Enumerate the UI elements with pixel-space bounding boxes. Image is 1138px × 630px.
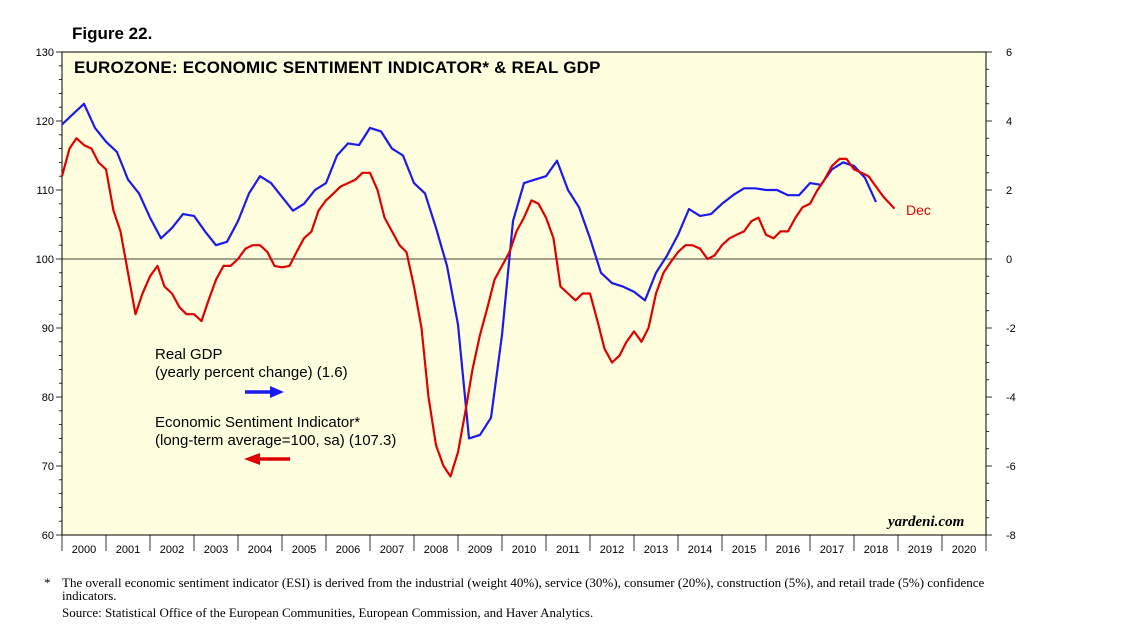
series-line-esi (60, 137, 896, 478)
left-axis-tick-label: 130 (36, 47, 54, 59)
x-axis-tick-label: 2002 (160, 544, 184, 556)
x-axis-tick-label: 2000 (72, 544, 96, 556)
x-axis-tick-label: 2009 (468, 544, 492, 556)
left-axis-tick-label: 100 (36, 254, 54, 266)
right-axis-tick-label: 2 (1006, 185, 1012, 197)
legend-gdp-detail: (yearly percent change) (1.6) (155, 364, 348, 381)
x-axis-tick-label: 2018 (864, 544, 888, 556)
x-axis-tick-label: 2014 (688, 544, 712, 556)
legend-esi-detail: (long-term average=100, sa) (107.3) (155, 432, 397, 449)
legend-gdp-arrowhead (270, 386, 284, 398)
left-axis-tick-label: 60 (42, 530, 54, 542)
series-line-gdp (61, 102, 878, 440)
right-axis-tick-label: -4 (1006, 392, 1016, 404)
right-axis-tick-label: -2 (1006, 323, 1016, 335)
x-axis-tick-label: 2004 (248, 544, 272, 556)
legend-esi-name: Economic Sentiment Indicator* (155, 414, 361, 431)
x-axis-tick-label: 2013 (644, 544, 668, 556)
x-axis-tick-label: 2017 (820, 544, 844, 556)
watermark: yardeni.com (888, 514, 965, 530)
right-axis-tick-label: -6 (1006, 461, 1016, 473)
x-axis-tick-label: 2003 (204, 544, 228, 556)
right-axis-tick-label: -8 (1006, 530, 1016, 542)
x-axis-tick-label: 2011 (556, 544, 580, 556)
x-axis-tick-label: 2012 (600, 544, 624, 556)
legend-esi: Economic Sentiment Indicator* (long-term… (155, 414, 396, 450)
footnote-text: The overall economic sentiment indicator… (62, 575, 985, 603)
legend-gdp: Real GDP (yearly percent change) (1.6) (155, 346, 348, 382)
x-axis-tick-label: 2005 (292, 544, 316, 556)
legend-gdp-name: Real GDP (155, 346, 223, 363)
x-axis-tick-label: 2016 (776, 544, 800, 556)
x-axis-tick-label: 2008 (424, 544, 448, 556)
right-axis-tick-label: 0 (1006, 254, 1012, 266)
right-axis-tick-label: 6 (1006, 47, 1012, 59)
left-axis-tick-label: 110 (36, 185, 54, 197)
left-axis-tick-label: 80 (42, 392, 54, 404)
right-axis-tick-label: 4 (1006, 116, 1012, 128)
x-axis-tick-label: 2007 (380, 544, 404, 556)
plot-area (61, 51, 987, 536)
x-axis-tick-label: 2020 (952, 544, 976, 556)
footnote-marker: * (44, 575, 51, 590)
x-axis-tick-label: 2006 (336, 544, 360, 556)
legend-esi-arrowhead (244, 453, 260, 465)
x-axis-tick-label: 2001 (116, 544, 140, 556)
x-axis-tick-label: 2015 (732, 544, 756, 556)
chart-title: EUROZONE: ECONOMIC SENTIMENT INDICATOR* … (74, 58, 601, 77)
annotation-dec: Dec (906, 202, 931, 218)
x-axis-tick-label: 2010 (512, 544, 536, 556)
left-axis-tick-label: 70 (42, 461, 54, 473)
left-axis-tick-label: 120 (36, 116, 54, 128)
figure-label: Figure 22. (72, 24, 153, 43)
left-axis-tick-label: 90 (42, 323, 54, 335)
x-axis-tick-label: 2019 (908, 544, 932, 556)
footnote-source: Source: Statistical Office of the Europe… (62, 605, 594, 620)
